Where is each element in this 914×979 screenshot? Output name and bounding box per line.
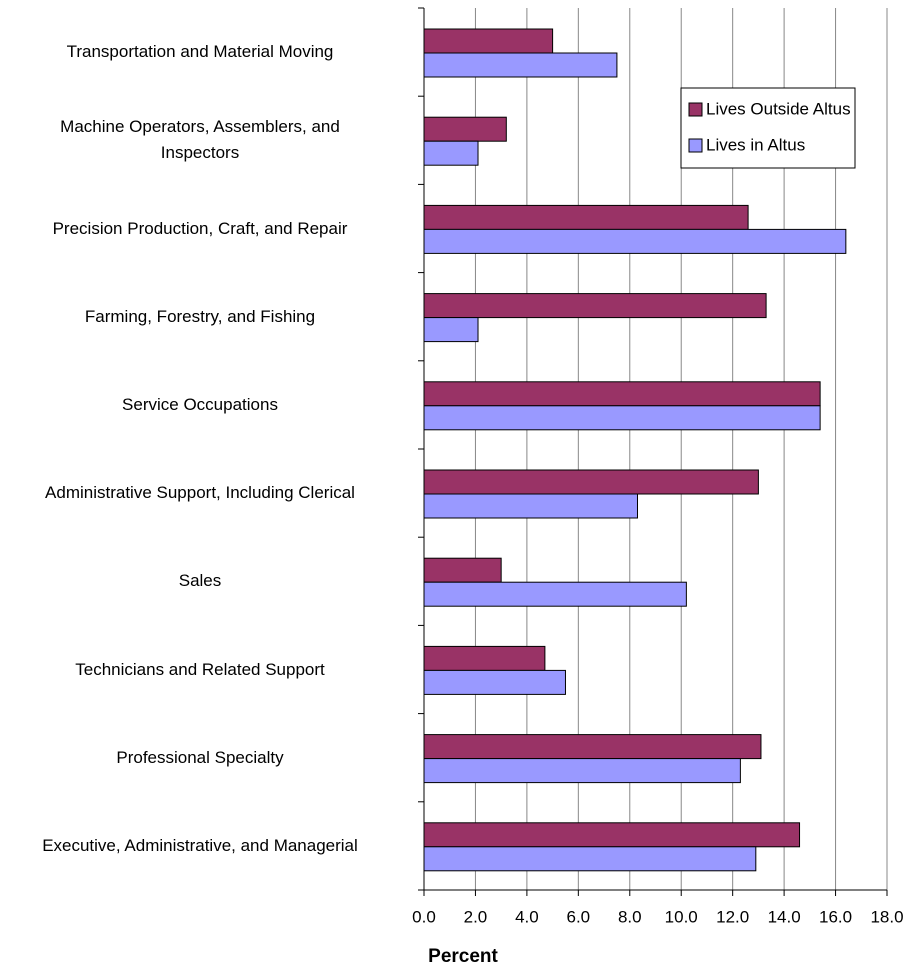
legend-box <box>680 87 856 169</box>
y-tick-label: Administrative Support, Including Cleric… <box>45 483 355 503</box>
bar <box>423 28 554 54</box>
bar <box>423 645 546 671</box>
y-tick-label: Precision Production, Craft, and Repair <box>52 218 348 238</box>
y-tick-label: Sales <box>178 571 222 591</box>
bar <box>423 293 767 319</box>
bar <box>423 734 762 760</box>
bar <box>423 228 847 254</box>
bar <box>423 469 759 495</box>
x-tick-label: 14.0 <box>768 907 801 926</box>
bar <box>423 317 479 343</box>
x-axis-title: Percent <box>428 946 498 967</box>
legend-swatch <box>688 102 703 117</box>
bar <box>423 669 566 695</box>
x-tick-label: 0.0 <box>412 907 436 926</box>
y-tick-label: Technicians and Related Support <box>75 659 325 679</box>
x-tick-label: 8.0 <box>618 907 642 926</box>
bar <box>423 405 821 431</box>
bar <box>423 758 741 784</box>
bar <box>423 846 757 872</box>
y-tick-label: Farming, Forestry, and Fishing <box>84 306 316 326</box>
legend-swatch <box>688 138 703 153</box>
bar <box>423 822 801 848</box>
bar <box>423 140 479 166</box>
legend-label: Lives Outside Altus <box>706 99 851 118</box>
y-tick-label: Service Occupations <box>122 394 278 414</box>
x-tick-label: 18.0 <box>870 907 903 926</box>
bar <box>423 204 749 230</box>
x-tick-label: 6.0 <box>567 907 591 926</box>
x-tick-label: 12.0 <box>716 907 749 926</box>
bar <box>423 581 687 607</box>
bar <box>423 116 507 142</box>
x-tick-label: 16.0 <box>819 907 852 926</box>
y-tick-label: Executive, Administrative, and Manageria… <box>42 835 358 855</box>
y-tick-label: Machine Operators, Assemblers, and Inspe… <box>60 117 340 163</box>
bar <box>423 381 821 407</box>
y-tick-label: Transportation and Material Moving <box>66 42 334 62</box>
y-tick-label: Professional Specialty <box>116 747 284 767</box>
bar <box>423 557 502 583</box>
bar <box>423 52 618 78</box>
x-tick-label: 2.0 <box>464 907 488 926</box>
x-tick-label: 10.0 <box>665 907 698 926</box>
bar <box>423 493 638 519</box>
x-tick-label: 4.0 <box>515 907 539 926</box>
legend-label: Lives in Altus <box>706 135 805 154</box>
